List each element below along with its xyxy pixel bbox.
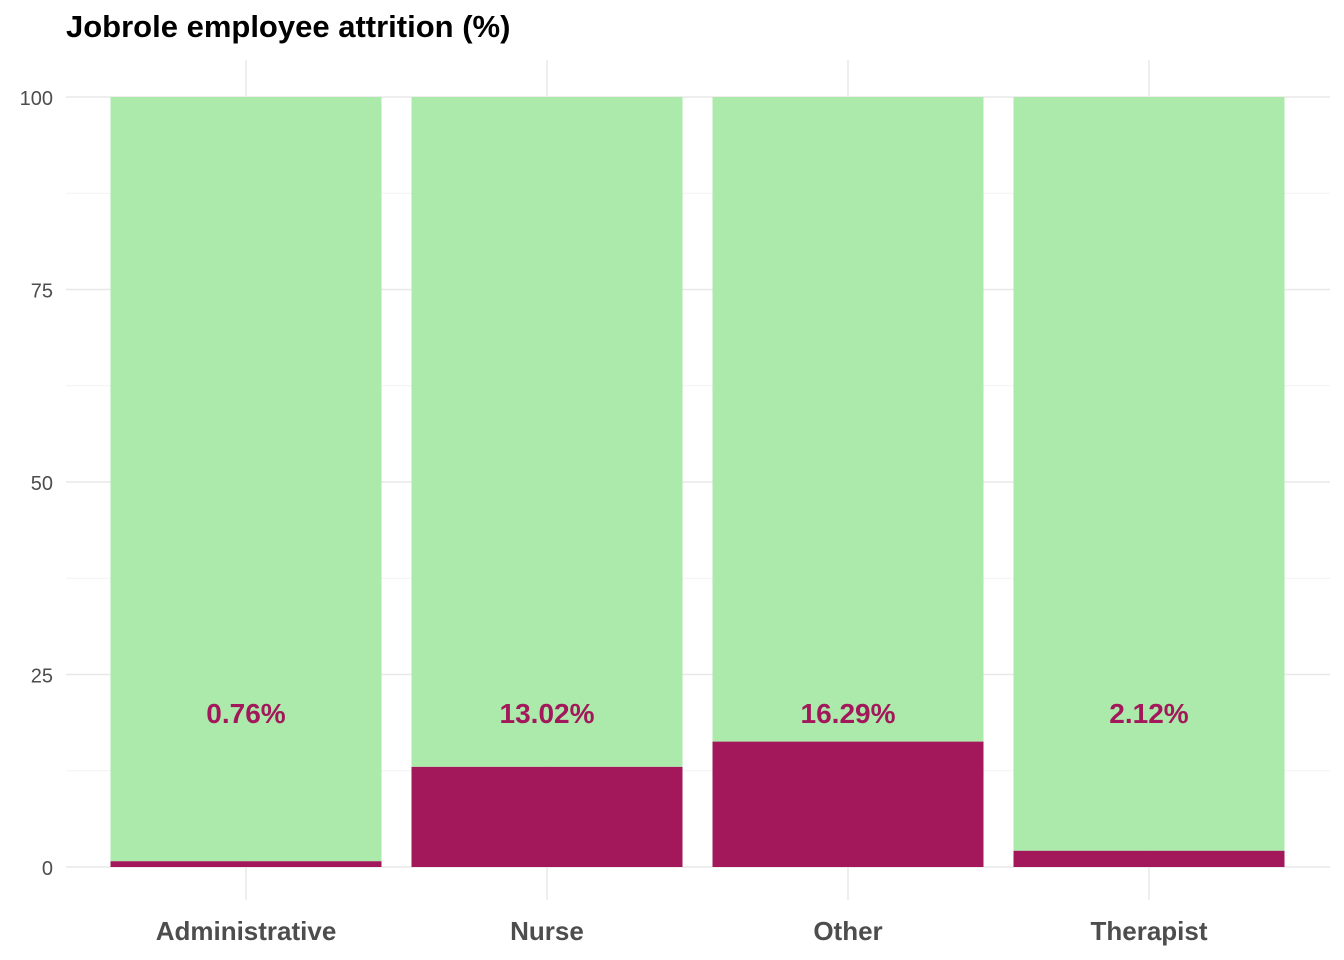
bars (110, 97, 1285, 867)
chart-title: Jobrole employee attrition (%) (66, 9, 511, 44)
data-labels: 0.76% 13.02% 16.29% 2.12% (206, 698, 1188, 729)
bar-segment (712, 97, 984, 742)
x-tick-label: Nurse (510, 916, 584, 946)
data-label: 16.29% (801, 698, 896, 729)
x-tick-label: Other (813, 916, 882, 946)
bar-segment (712, 741, 984, 867)
bar-segment (411, 97, 683, 767)
y-tick-label: 50 (31, 473, 53, 495)
data-label: 0.76% (206, 698, 285, 729)
bar-segment (110, 861, 382, 867)
y-tick-label: 0 (42, 858, 53, 880)
y-tick-label: 75 (31, 281, 53, 303)
y-axis: 0 25 50 75 100 (20, 88, 53, 880)
x-tick-label: Therapist (1090, 916, 1207, 946)
x-tick-label: Administrative (156, 916, 337, 946)
data-label: 13.02% (500, 698, 595, 729)
bar-segment (110, 97, 382, 862)
data-label: 2.12% (1109, 698, 1188, 729)
bar-segment (1013, 850, 1285, 867)
bar-segment (1013, 97, 1285, 851)
bar-segment (411, 766, 683, 867)
y-tick-label: 25 (31, 666, 53, 688)
y-tick-label: 100 (20, 88, 53, 110)
x-axis: Administrative Nurse Other Therapist (156, 916, 1208, 946)
